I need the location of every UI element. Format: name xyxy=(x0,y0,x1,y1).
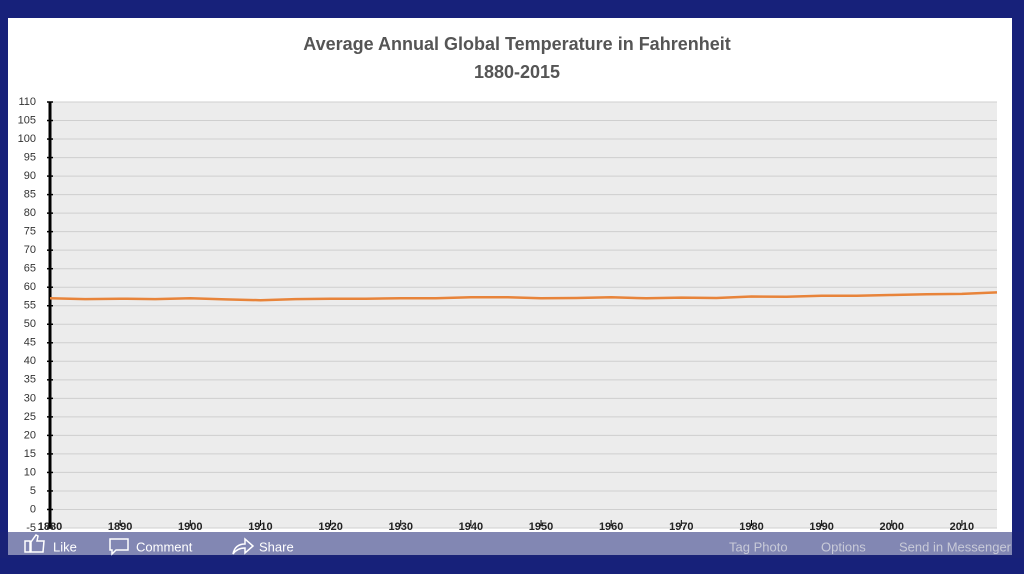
y-tick-label: 65 xyxy=(24,263,36,275)
x-tick-label: 1900 xyxy=(178,521,202,533)
y-tick-label: -5 xyxy=(26,522,36,534)
y-tick-label: 25 xyxy=(24,411,36,423)
y-tick-label: 10 xyxy=(24,466,36,478)
chart-title: Average Annual Global Temperature in Fah… xyxy=(303,34,730,54)
y-tick-label: 75 xyxy=(24,226,36,238)
y-tick-label: 5 xyxy=(30,485,36,497)
y-tick-label: 70 xyxy=(24,244,36,256)
send-clip: Send in Messenger xyxy=(899,539,1012,554)
x-tick-label: 1980 xyxy=(739,521,763,533)
x-tick-label: 1880 xyxy=(38,521,62,533)
temperature-line xyxy=(49,291,998,302)
y-tick-label: 60 xyxy=(24,281,36,293)
send-button[interactable]: Send in Messenger xyxy=(899,539,1012,554)
options-button[interactable]: Options xyxy=(821,539,866,554)
x-tick-label: 1920 xyxy=(318,521,342,533)
x-tick-label: 2010 xyxy=(950,521,974,533)
y-tick-label: 40 xyxy=(24,355,36,367)
y-tick-label: 35 xyxy=(24,374,36,386)
comment-button[interactable]: Comment xyxy=(136,539,193,554)
y-tick-label: 50 xyxy=(24,318,36,330)
x-tick-label: 1890 xyxy=(108,521,132,533)
y-tick-label: 80 xyxy=(24,207,36,219)
share-button[interactable]: Share xyxy=(259,539,294,554)
y-tick-label: 95 xyxy=(24,151,36,163)
x-tick-label: 1940 xyxy=(459,521,483,533)
plot-area xyxy=(50,102,997,528)
y-tick-label: 55 xyxy=(24,300,36,312)
action-bar xyxy=(0,532,1024,558)
y-tick-label: 30 xyxy=(24,392,36,404)
x-tick-label: 1930 xyxy=(388,521,412,533)
x-tick-label: 2000 xyxy=(880,521,904,533)
y-tick-label: 110 xyxy=(18,96,36,108)
y-tick-label: 20 xyxy=(24,429,36,441)
like-button[interactable]: Like xyxy=(53,539,77,554)
x-tick-label: 1990 xyxy=(809,521,833,533)
share-icon xyxy=(232,537,255,555)
y-tick-label: 45 xyxy=(24,337,36,349)
y-tick-label: 0 xyxy=(30,503,36,515)
x-tick-label: 1910 xyxy=(248,521,272,533)
y-tick-label: 100 xyxy=(18,133,36,145)
y-tick-label: 105 xyxy=(18,114,36,126)
x-tick-label: 1970 xyxy=(669,521,693,533)
comment-icon xyxy=(109,538,129,556)
chart-subtitle: 1880-2015 xyxy=(474,62,560,82)
like-icon xyxy=(24,534,45,553)
x-tick-label: 1950 xyxy=(529,521,553,533)
y-tick-label: 15 xyxy=(24,448,36,460)
y-tick-label: 90 xyxy=(24,170,36,182)
tag-photo-button[interactable]: Tag Photo xyxy=(729,539,788,554)
x-tick-label: 1960 xyxy=(599,521,623,533)
plot: -5 0 5 10 15 20 25 30 35 40 45 50 55 60 65 70 75 80 85 90 95… xyxy=(18,96,998,534)
y-tick-label: 85 xyxy=(24,189,36,201)
